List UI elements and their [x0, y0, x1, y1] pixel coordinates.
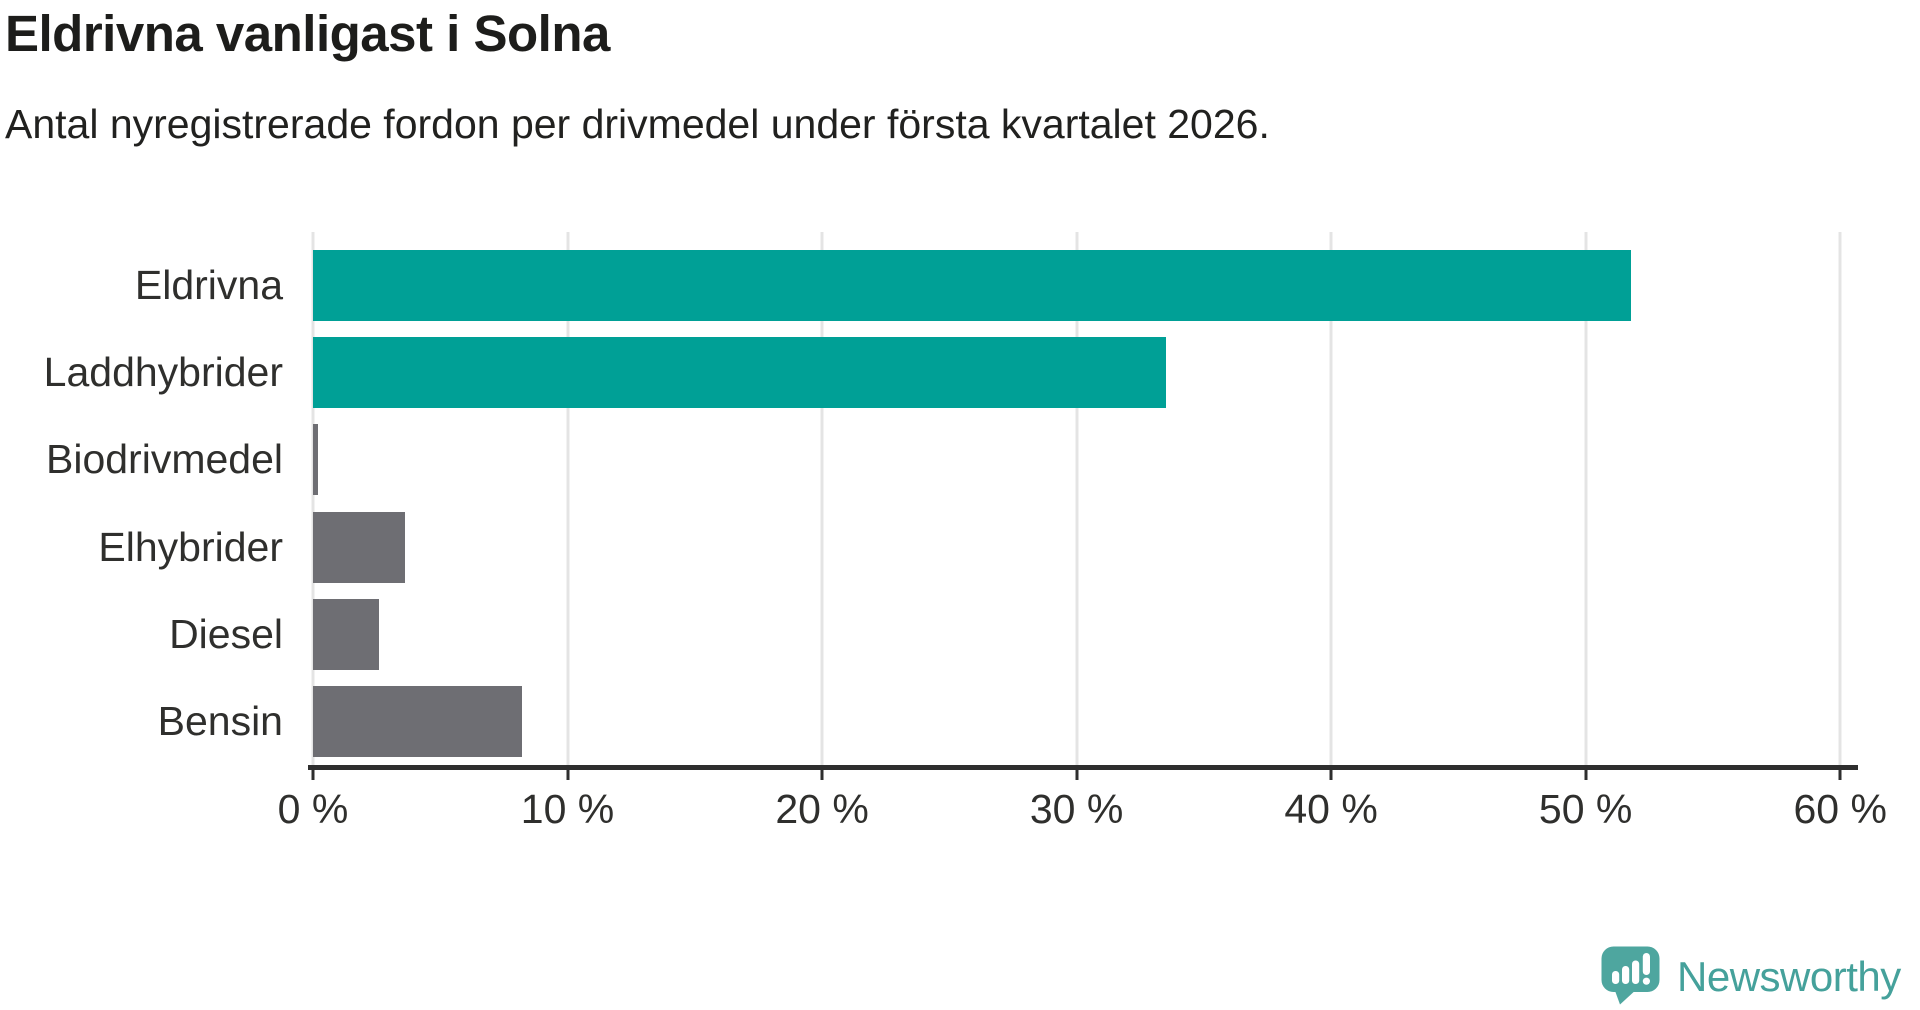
category-axis: Eldrivna Laddhybrider Biodrivmedel Elhybrid…: [0, 232, 313, 765]
bar-biodrivmedel: [313, 424, 319, 496]
bar-chart: Eldrivna Laddhybrider Biodrivmedel Elhybrid…: [0, 232, 1858, 780]
newsworthy-logo: Newsworthy: [1601, 946, 1901, 1007]
plot-area: [308, 232, 1858, 780]
bar-bensin: [313, 685, 522, 757]
bar-row-eldrivna: [313, 242, 1858, 329]
newsworthy-logo-text: Newsworthy: [1677, 952, 1901, 1000]
x-tick-10: [566, 765, 570, 780]
chart-title: Eldrivna vanligast i Solna: [5, 5, 610, 62]
gridline-20: [820, 232, 824, 765]
category-label-diesel: Diesel: [169, 610, 283, 657]
x-tick-label-60: 60 %: [1793, 786, 1887, 832]
x-tick-20: [820, 765, 824, 780]
x-tick-40: [1329, 765, 1333, 780]
category-label-eldrivna: Eldrivna: [134, 262, 283, 309]
x-tick-30: [1075, 765, 1079, 780]
x-tick-label-30: 30 %: [1029, 786, 1124, 832]
category-label-elhybrider: Elhybrider: [98, 523, 283, 570]
bar-row-bensin: [313, 678, 1858, 765]
bar-row-diesel: [313, 591, 1858, 678]
gridline-10: [566, 232, 570, 765]
bar-laddhybrider: [313, 337, 1166, 409]
gridline-30: [1075, 232, 1079, 765]
x-tick-label-20: 20 %: [775, 786, 869, 832]
bar-row-elhybrider: [313, 504, 1858, 591]
x-tick-60: [1838, 765, 1842, 780]
category-label-laddhybrider: Laddhybrider: [43, 349, 283, 396]
bar-rows: [313, 232, 1858, 765]
bar-row-biodrivmedel: [313, 416, 1858, 503]
x-tick-50: [1584, 765, 1588, 780]
gridline-40: [1329, 232, 1333, 765]
x-axis-line: [308, 765, 1858, 770]
gridline-0: [311, 232, 315, 765]
x-axis-tick-labels: 0 % 10 % 20 % 30 % 40 % 50 % 60 %: [278, 786, 1887, 836]
x-tick-label-50: 50 %: [1538, 786, 1633, 832]
bar-row-laddhybrider: [313, 329, 1858, 416]
x-tick-label-0: 0 %: [277, 786, 349, 832]
bar-eldrivna: [313, 250, 1632, 322]
newsworthy-bubble-chart-icon: [1601, 946, 1660, 1005]
category-label-biodrivmedel: Biodrivmedel: [46, 436, 283, 483]
bar-elhybrider: [313, 511, 405, 583]
x-tick-label-10: 10 %: [520, 786, 615, 832]
gridline-50: [1584, 232, 1588, 765]
x-tick-0: [311, 765, 315, 780]
x-tick-label-40: 40 %: [1284, 786, 1378, 832]
chart-subtitle: Antal nyregistrerade fordon per drivmede…: [5, 101, 1270, 147]
gridline-60: [1838, 232, 1842, 765]
category-label-bensin: Bensin: [157, 697, 283, 744]
bar-diesel: [313, 598, 380, 670]
